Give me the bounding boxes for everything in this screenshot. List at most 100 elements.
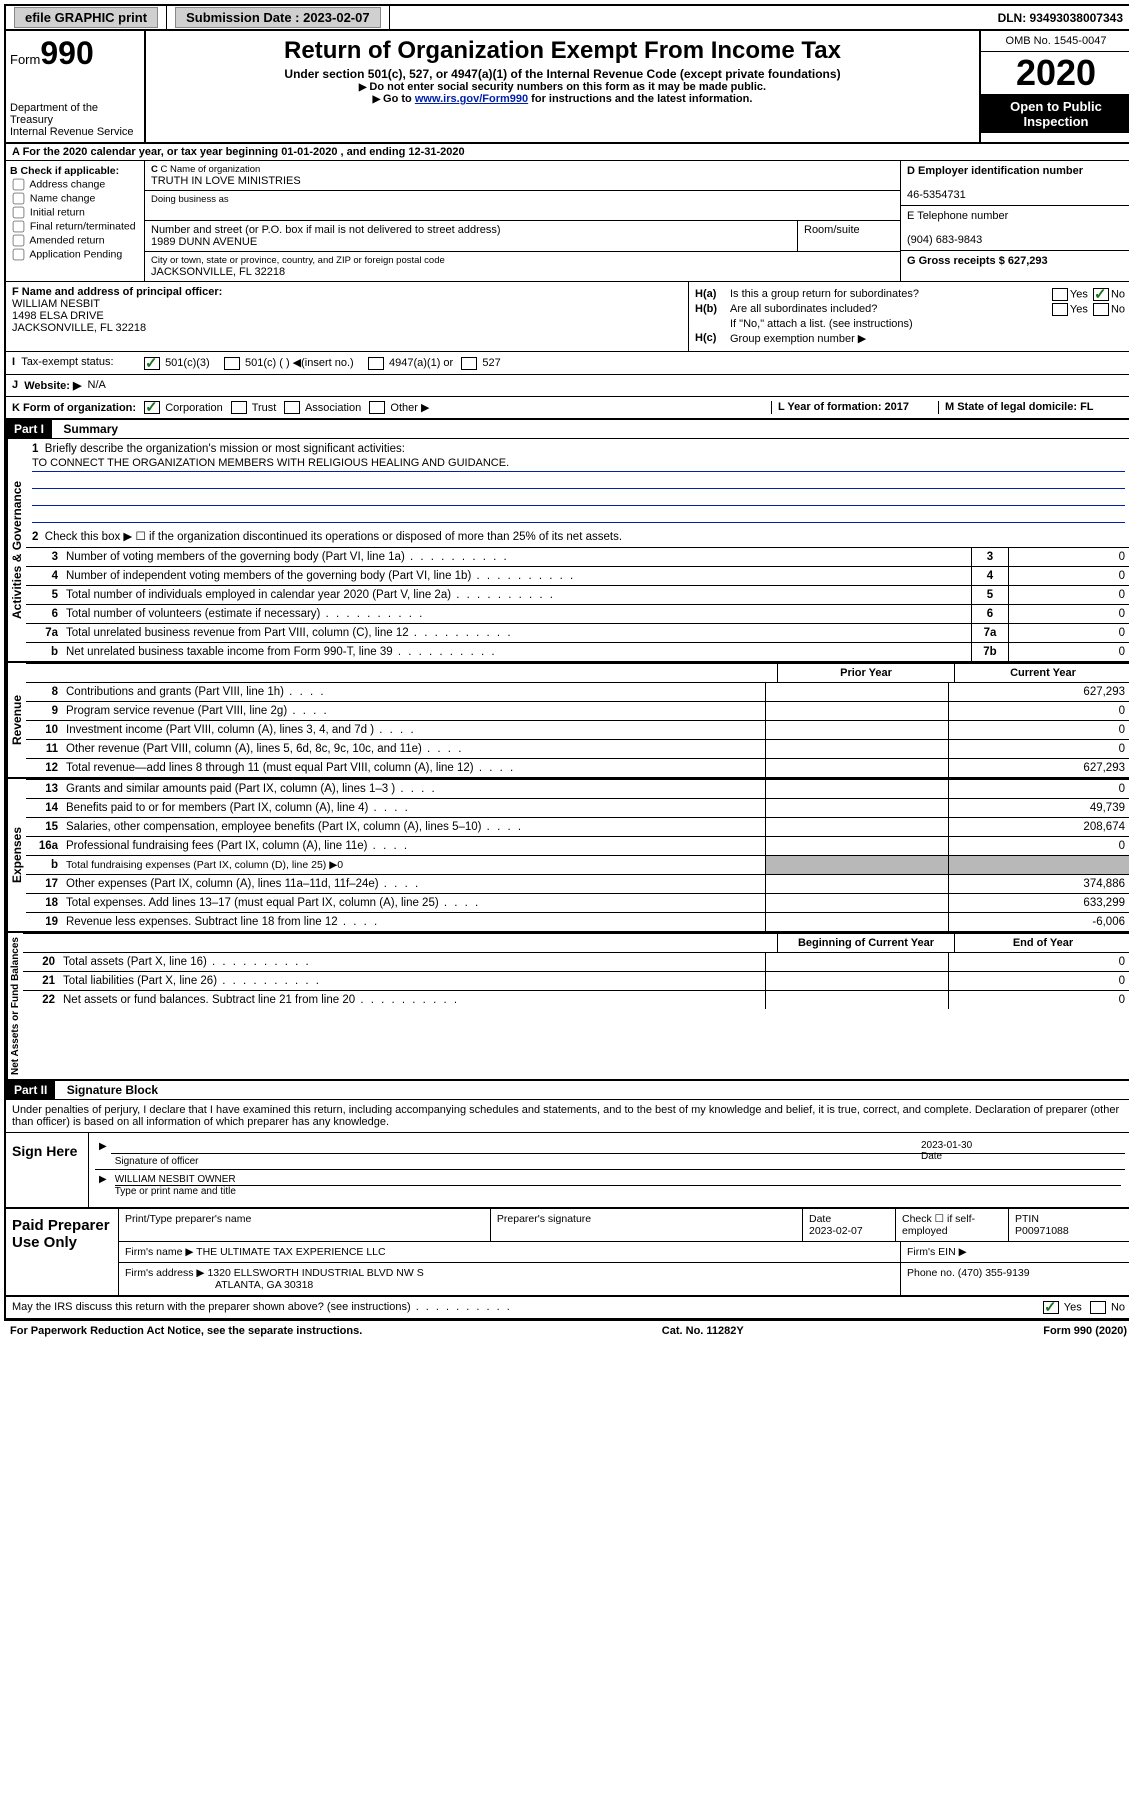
cb-other[interactable] [369,401,385,414]
part1-title: Summary [55,422,118,436]
cb-501c3[interactable] [144,357,160,370]
line-11: 11 Other revenue (Part VIII, column (A),… [26,739,1129,758]
expenses-section: Expenses 13 Grants and similar amounts p… [6,779,1129,933]
cb-address-change[interactable]: Address change [10,178,140,191]
phone-value: (904) 683-9843 [907,234,982,246]
room-label: Room/suite [804,224,894,236]
ptin-label: PTIN [1015,1213,1039,1225]
firm-addr1: 1320 ELLSWORTH INDUSTRIAL BLVD NW S [207,1267,423,1279]
part1-badge: Part I [6,420,52,438]
line-22: 22 Net assets or fund balances. Subtract… [23,990,1129,1009]
hb-label: H(b) [695,303,730,316]
mission-text: TO CONNECT THE ORGANIZATION MEMBERS WITH… [32,457,1125,472]
part2-header-row: Part II Signature Block [6,1081,1129,1100]
discuss-row: May the IRS discuss this return with the… [6,1297,1129,1319]
cb-final-return[interactable]: Final return/terminated [10,220,140,233]
city-label: City or town, state or province, country… [151,255,894,266]
paid-preparer-section: Paid Preparer Use Only Print/Type prepar… [6,1209,1129,1297]
cb-assoc[interactable] [284,401,300,414]
row-fgh: F Name and address of principal officer:… [6,281,1129,352]
cb-ha-no[interactable] [1093,288,1109,301]
submission-date: Submission Date : 2023-02-07 [175,7,381,28]
header-note1: Do not enter social security numbers on … [150,81,975,93]
cb-501c[interactable] [224,357,240,370]
line-12: 12 Total revenue—add lines 8 through 11 … [26,758,1129,777]
cb-name-change[interactable]: Name change [10,192,140,205]
cb-4947[interactable] [368,357,384,370]
footer-row: For Paperwork Reduction Act Notice, see … [4,1321,1129,1341]
cb-discuss-yes[interactable] [1043,1301,1059,1314]
line-5: 5 Total number of individuals employed i… [26,585,1129,604]
firm-ein-label: Firm's EIN ▶ [901,1242,1129,1262]
efile-print-button[interactable]: efile GRAPHIC print [14,7,158,28]
line-6: 6 Total number of volunteers (estimate i… [26,604,1129,623]
ha-label: H(a) [695,288,730,301]
sig-arrow-icon: ▶ [95,1139,111,1169]
line-3: 3 Number of voting members of the govern… [26,547,1129,566]
col-current-header: Current Year [954,664,1129,682]
form-title: Return of Organization Exempt From Incom… [150,37,975,65]
revenue-section: Revenue Prior Year Current Year 8 Contri… [6,663,1129,779]
cb-ha-yes[interactable] [1052,288,1068,301]
form-container: Form990 Department of the Treasury Inter… [4,31,1129,1321]
discuss-text: May the IRS discuss this return with the… [12,1301,411,1313]
line-16a: 16a Professional fundraising fees (Part … [26,836,1129,855]
cb-corp[interactable] [144,401,160,414]
cb-trust[interactable] [231,401,247,414]
form-number: 990 [40,35,93,71]
cb-initial-return[interactable]: Initial return [10,206,140,219]
h-note: If "No," attach a list. (see instruction… [730,318,1125,330]
b-label: B Check if applicable: [10,165,119,177]
line-14: 14 Benefits paid to or for members (Part… [26,798,1129,817]
officer-addr2: JACKSONVILLE, FL 32218 [12,322,146,334]
cb-app-pending[interactable]: Application Pending [10,248,140,261]
sign-here-section: Sign Here ▶ Signature of officer 2023-01… [6,1133,1129,1209]
irs-link[interactable]: www.irs.gov/Form990 [415,93,528,105]
form-label: Form [10,52,40,67]
column-b-checkboxes: B Check if applicable: Address change Na… [6,161,145,281]
line-21: 21 Total liabilities (Part X, line 26) 0 [23,971,1129,990]
cat-number: Cat. No. 11282Y [662,1325,744,1337]
omb-number: OMB No. 1545-0047 [981,31,1129,52]
form-year-footer: Form 990 (2020) [1043,1325,1127,1337]
perjury-statement: Under penalties of perjury, I declare th… [6,1100,1129,1133]
row-i: I Tax-exempt status: 501(c)(3) 501(c) ( … [6,352,1129,375]
sig-arrow-icon-2: ▶ [95,1172,111,1199]
sig-officer-label: Signature of officer [115,1156,199,1167]
line-8: 8 Contributions and grants (Part VIII, l… [26,682,1129,701]
dba-label: Doing business as [151,194,894,205]
check-self-employed[interactable]: Check ☐ if self-employed [896,1209,1009,1241]
line-9: 9 Program service revenue (Part VIII, li… [26,701,1129,720]
dln-label: DLN: 93493038007343 [990,7,1129,29]
line-19: 19 Revenue less expenses. Subtract line … [26,912,1129,931]
officer-typed-name: WILLIAM NESBIT OWNER [115,1174,1121,1185]
part2-title: Signature Block [59,1083,158,1097]
cb-hb-yes[interactable] [1052,303,1068,316]
public-inspection: Open to Public Inspection [981,94,1129,133]
org-name: TRUTH IN LOVE MINISTRIES [151,175,894,187]
cb-hb-no[interactable] [1093,303,1109,316]
ha-text: Is this a group return for subordinates? [730,288,1050,301]
cb-amended[interactable]: Amended return [10,234,140,247]
line-20: 20 Total assets (Part X, line 16) 0 [23,952,1129,971]
line-10: 10 Investment income (Part VIII, column … [26,720,1129,739]
cb-discuss-no[interactable] [1090,1301,1106,1314]
tax-year: 2020 [981,52,1129,94]
line-18: 18 Total expenses. Add lines 13–17 (must… [26,893,1129,912]
paid-preparer-label: Paid Preparer Use Only [6,1209,119,1295]
line-b: b Total fundraising expenses (Part IX, c… [26,855,1129,874]
dept-treasury: Department of the Treasury [10,102,140,126]
prep-date-label: Date [809,1213,831,1225]
row-k: K Form of organization: Corporation Trus… [6,397,1129,421]
prep-date-value: 2023-02-07 [809,1225,863,1237]
cb-527[interactable] [461,357,477,370]
firm-addr-label: Firm's address ▶ [125,1267,205,1279]
line-7a: 7a Total unrelated business revenue from… [26,623,1129,642]
firm-name-value: THE ULTIMATE TAX EXPERIENCE LLC [196,1246,385,1258]
officer-name: WILLIAM NESBIT [12,298,100,310]
firm-name-label: Firm's name ▶ [125,1246,193,1258]
website-value: N/A [88,379,106,392]
col-end-header: End of Year [954,934,1129,952]
c-name-label: C Name of organization [161,164,261,175]
q2-text: Check this box ▶ ☐ if the organization d… [45,531,622,543]
